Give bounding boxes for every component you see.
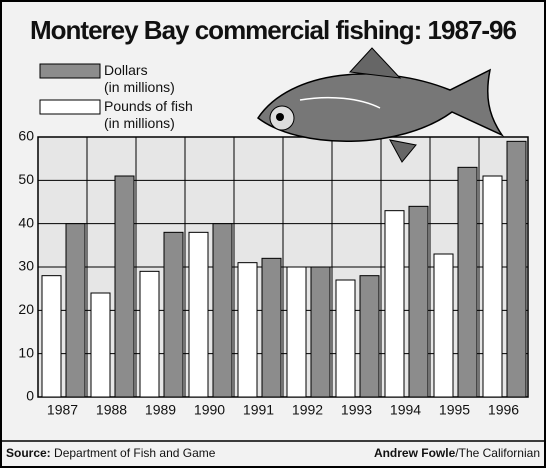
plot [38,136,528,398]
bar [506,140,527,398]
bar [163,231,184,398]
x-tick-label: 1990 [194,402,225,418]
legend-swatch [39,63,101,79]
bar [41,275,62,398]
bar [482,175,503,398]
source-text: Department of Fish and Game [54,446,216,460]
chart-title: Monterey Bay commercial fishing: 1987-96 [30,15,517,45]
bar [433,253,454,398]
bar [335,279,356,398]
y-tick-label: 50 [18,171,34,187]
bar [65,223,86,398]
bar [188,231,209,398]
bar [212,223,233,398]
legend-label: Pounds of fish (in millions) [104,98,193,131]
bar [261,257,282,398]
y-tick-label: 40 [18,214,34,230]
credit-author: Andrew Fowle [374,446,456,460]
credit-outlet: /The Californian [455,446,540,460]
x-tick-label: 1993 [341,402,372,418]
y-tick-label: 20 [18,301,34,317]
bar [384,210,405,398]
x-tick-label: 1989 [145,402,176,418]
x-tick-label: 1992 [292,402,323,418]
bar [408,205,429,398]
bar [286,266,307,398]
x-tick-label: 1988 [96,402,127,418]
x-tick-label: 1994 [390,402,421,418]
legend-swatch [39,99,101,115]
x-tick-label: 1987 [47,402,78,418]
bar [114,175,135,398]
x-tick-label: 1996 [488,402,519,418]
bar [310,266,331,398]
x-tick-label: 1995 [439,402,470,418]
credit: Andrew Fowle/The Californian [374,446,540,460]
y-tick-label: 0 [26,388,34,404]
x-tick-label: 1991 [243,402,274,418]
bar [139,270,160,398]
y-tick-label: 10 [18,344,34,360]
source-label: Source: [6,446,51,460]
bar [237,262,258,398]
bar [457,166,478,398]
fish [256,47,505,163]
bar [359,275,380,398]
y-tick-label: 60 [18,128,34,144]
source: Source: Department of Fish and Game [6,446,216,460]
y-tick-label: 30 [18,258,34,274]
bar [90,292,111,398]
legend-label: Dollars (in millions) [104,62,175,95]
